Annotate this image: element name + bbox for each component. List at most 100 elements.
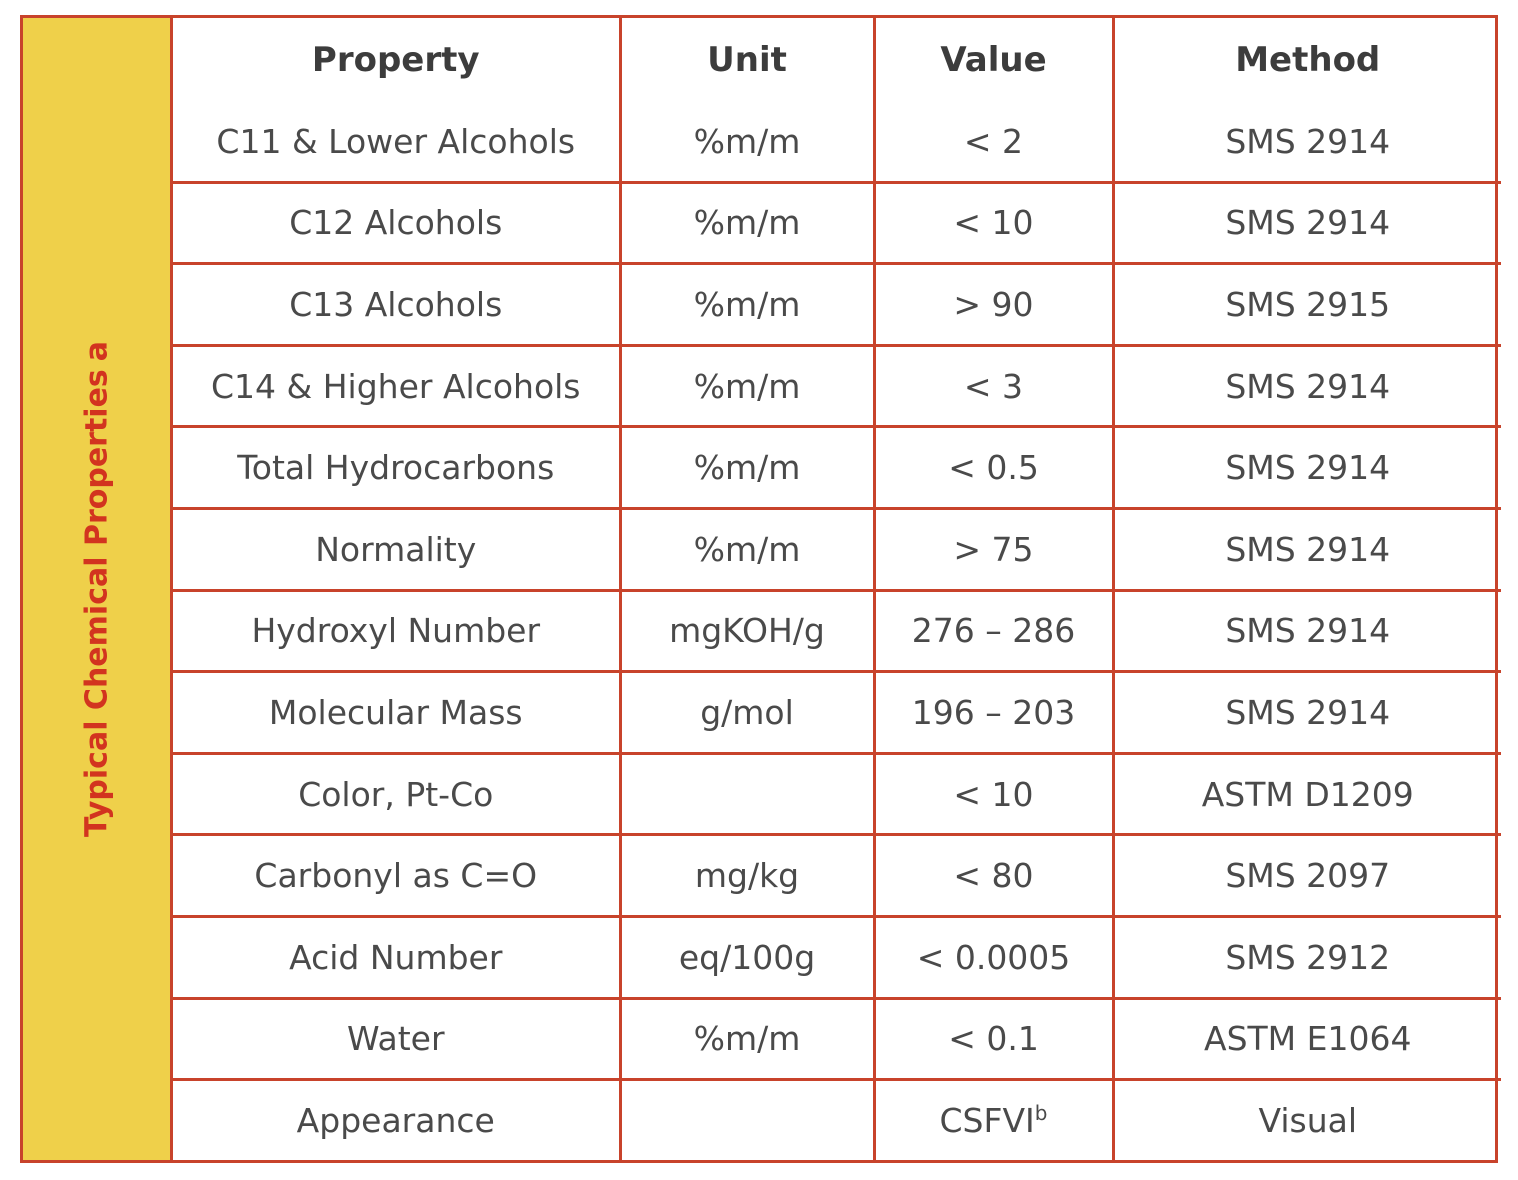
cell-method: Visual: [1111, 1078, 1501, 1160]
cell-unit: %m/m: [618, 425, 876, 511]
cell-method-text: SMS 2915: [1225, 285, 1391, 324]
cell-unit: eq/100g: [618, 915, 876, 1000]
cell-value: < 2: [872, 102, 1115, 184]
cell-value: CSFVIb: [872, 1078, 1115, 1160]
table-row: Normality %m/m > 75 SMS 2914: [173, 507, 1501, 592]
cell-unit-text: %m/m: [693, 366, 801, 406]
cell-property: C11 & Lower Alcohols: [173, 102, 622, 184]
cell-unit-text: %m/m: [693, 448, 801, 488]
table-header-row: Property Unit Value Method: [173, 18, 1501, 102]
cell-unit: mg/kg: [618, 833, 876, 919]
cell-value-text: < 10: [953, 203, 1034, 243]
cell-unit: %m/m: [618, 262, 876, 347]
side-label-text: Typical Chemical Properties: [79, 369, 114, 838]
table-row: Total Hydrocarbons %m/m < 0.5 SMS 2914: [173, 425, 1501, 511]
table-row: C11 & Lower Alcohols %m/m < 2 SMS 2914: [173, 102, 1501, 184]
cell-property: C13 Alcohols: [173, 262, 622, 347]
side-label: Typical Chemical Properties a: [79, 341, 114, 837]
cell-unit: %m/m: [618, 507, 876, 592]
cell-property: Water: [173, 996, 622, 1082]
cell-value-text: < 0.1: [948, 1019, 1039, 1059]
cell-value: < 80: [872, 833, 1115, 919]
cell-value-text: 196 – 203: [911, 693, 1076, 733]
cell-value-text: < 0.5: [948, 448, 1039, 488]
cell-value: < 10: [872, 180, 1115, 266]
table-row: Carbonyl as C=O mg/kg < 80 SMS 2097: [173, 833, 1501, 919]
table-row: Appearance CSFVIb Visual: [173, 1078, 1501, 1160]
cell-property-text: Water: [346, 1019, 445, 1059]
cell-method: SMS 2914: [1111, 343, 1501, 429]
cell-property-text: C13 Alcohols: [289, 285, 503, 324]
cell-property-text: Molecular Mass: [268, 693, 523, 733]
table-row: Hydroxyl Number mgKOH/g 276 – 286 SMS 2914: [173, 588, 1501, 674]
cell-property-text: C14 & Higher Alcohols: [211, 366, 581, 406]
header-property: Property: [173, 18, 622, 102]
cell-value-text: < 3: [963, 366, 1024, 406]
cell-method: SMS 2914: [1111, 180, 1501, 266]
cell-method-text: SMS 2912: [1225, 937, 1391, 977]
side-label-footnote: a: [79, 340, 114, 362]
cell-method: SMS 2914: [1111, 670, 1501, 755]
cell-value-text: < 2: [963, 121, 1024, 161]
cell-method: ASTM D1209: [1111, 751, 1501, 837]
cell-property: C12 Alcohols: [173, 180, 622, 266]
cell-unit: g/mol: [618, 670, 876, 755]
cell-unit-text: mgKOH/g: [669, 611, 825, 651]
header-method: Method: [1111, 18, 1501, 102]
cell-unit: [618, 751, 876, 837]
cell-unit: %m/m: [618, 343, 876, 429]
cell-property: Total Hydrocarbons: [173, 425, 622, 511]
cell-property: Carbonyl as C=O: [173, 833, 622, 919]
table-row: Color, Pt-Co < 10 ASTM D1209: [173, 751, 1501, 837]
cell-method: SMS 2914: [1111, 102, 1501, 184]
cell-property-text: Carbonyl as C=O: [254, 856, 538, 896]
cell-property: Appearance: [173, 1078, 622, 1160]
header-unit: Unit: [618, 18, 876, 102]
cell-unit-text: eq/100g: [678, 937, 816, 977]
table-row: Acid Number eq/100g < 0.0005 SMS 2912: [173, 915, 1501, 1000]
cell-property: Acid Number: [173, 915, 622, 1000]
cell-property: Hydroxyl Number: [173, 588, 622, 674]
cell-method: SMS 2097: [1111, 833, 1501, 919]
cell-property-text: Color, Pt-Co: [298, 774, 494, 814]
cell-method-text: SMS 2914: [1225, 448, 1391, 488]
chemical-properties-table: Property Unit Value Method C11 & Lower A…: [173, 18, 1501, 1160]
cell-method-text: SMS 2914: [1225, 611, 1391, 651]
cell-method-text: SMS 2914: [1225, 693, 1391, 733]
cell-unit: %m/m: [618, 102, 876, 184]
cell-method: SMS 2912: [1111, 915, 1501, 1000]
cell-value-text: < 0.0005: [916, 937, 1071, 977]
cell-unit: %m/m: [618, 996, 876, 1082]
cell-value: < 3: [872, 343, 1115, 429]
cell-unit-text: %m/m: [693, 529, 801, 569]
table-row: Water %m/m < 0.1 ASTM E1064: [173, 996, 1501, 1082]
cell-property: C14 & Higher Alcohols: [173, 343, 622, 429]
cell-value-text: CSFVI: [939, 1101, 1035, 1141]
cell-method-text: SMS 2914: [1225, 366, 1391, 406]
table-row: C12 Alcohols %m/m < 10 SMS 2914: [173, 180, 1501, 266]
cell-value: < 0.5: [872, 425, 1115, 511]
side-band: Typical Chemical Properties a: [23, 18, 173, 1160]
cell-method: SMS 2914: [1111, 507, 1501, 592]
cell-property-text: C12 Alcohols: [289, 203, 503, 243]
cell-value: 276 – 286: [872, 588, 1115, 674]
cell-unit-text: %m/m: [693, 285, 801, 324]
table-row: Molecular Mass g/mol 196 – 203 SMS 2914: [173, 670, 1501, 755]
table-row: C13 Alcohols %m/m > 90 SMS 2915: [173, 262, 1501, 347]
cell-method-text: SMS 2914: [1225, 529, 1391, 569]
cell-value: 196 – 203: [872, 670, 1115, 755]
value-footnote: b: [1034, 1101, 1048, 1126]
table-body: C11 & Lower Alcohols %m/m < 2 SMS 2914 C12 A…: [173, 102, 1501, 1160]
properties-panel: Typical Chemical Properties a Property Un…: [20, 15, 1501, 1163]
cell-method: SMS 2914: [1111, 425, 1501, 511]
cell-method-text: SMS 2914: [1225, 203, 1391, 243]
cell-unit-text: %m/m: [693, 121, 801, 161]
cell-value: < 0.1: [872, 996, 1115, 1082]
cell-value-text: < 10: [953, 774, 1034, 814]
cell-unit-text: %m/m: [693, 1019, 801, 1059]
cell-value: < 10: [872, 751, 1115, 837]
cell-unit: mgKOH/g: [618, 588, 876, 674]
cell-method: SMS 2914: [1111, 588, 1501, 674]
cell-unit: %m/m: [618, 180, 876, 266]
cell-property: Color, Pt-Co: [173, 751, 622, 837]
